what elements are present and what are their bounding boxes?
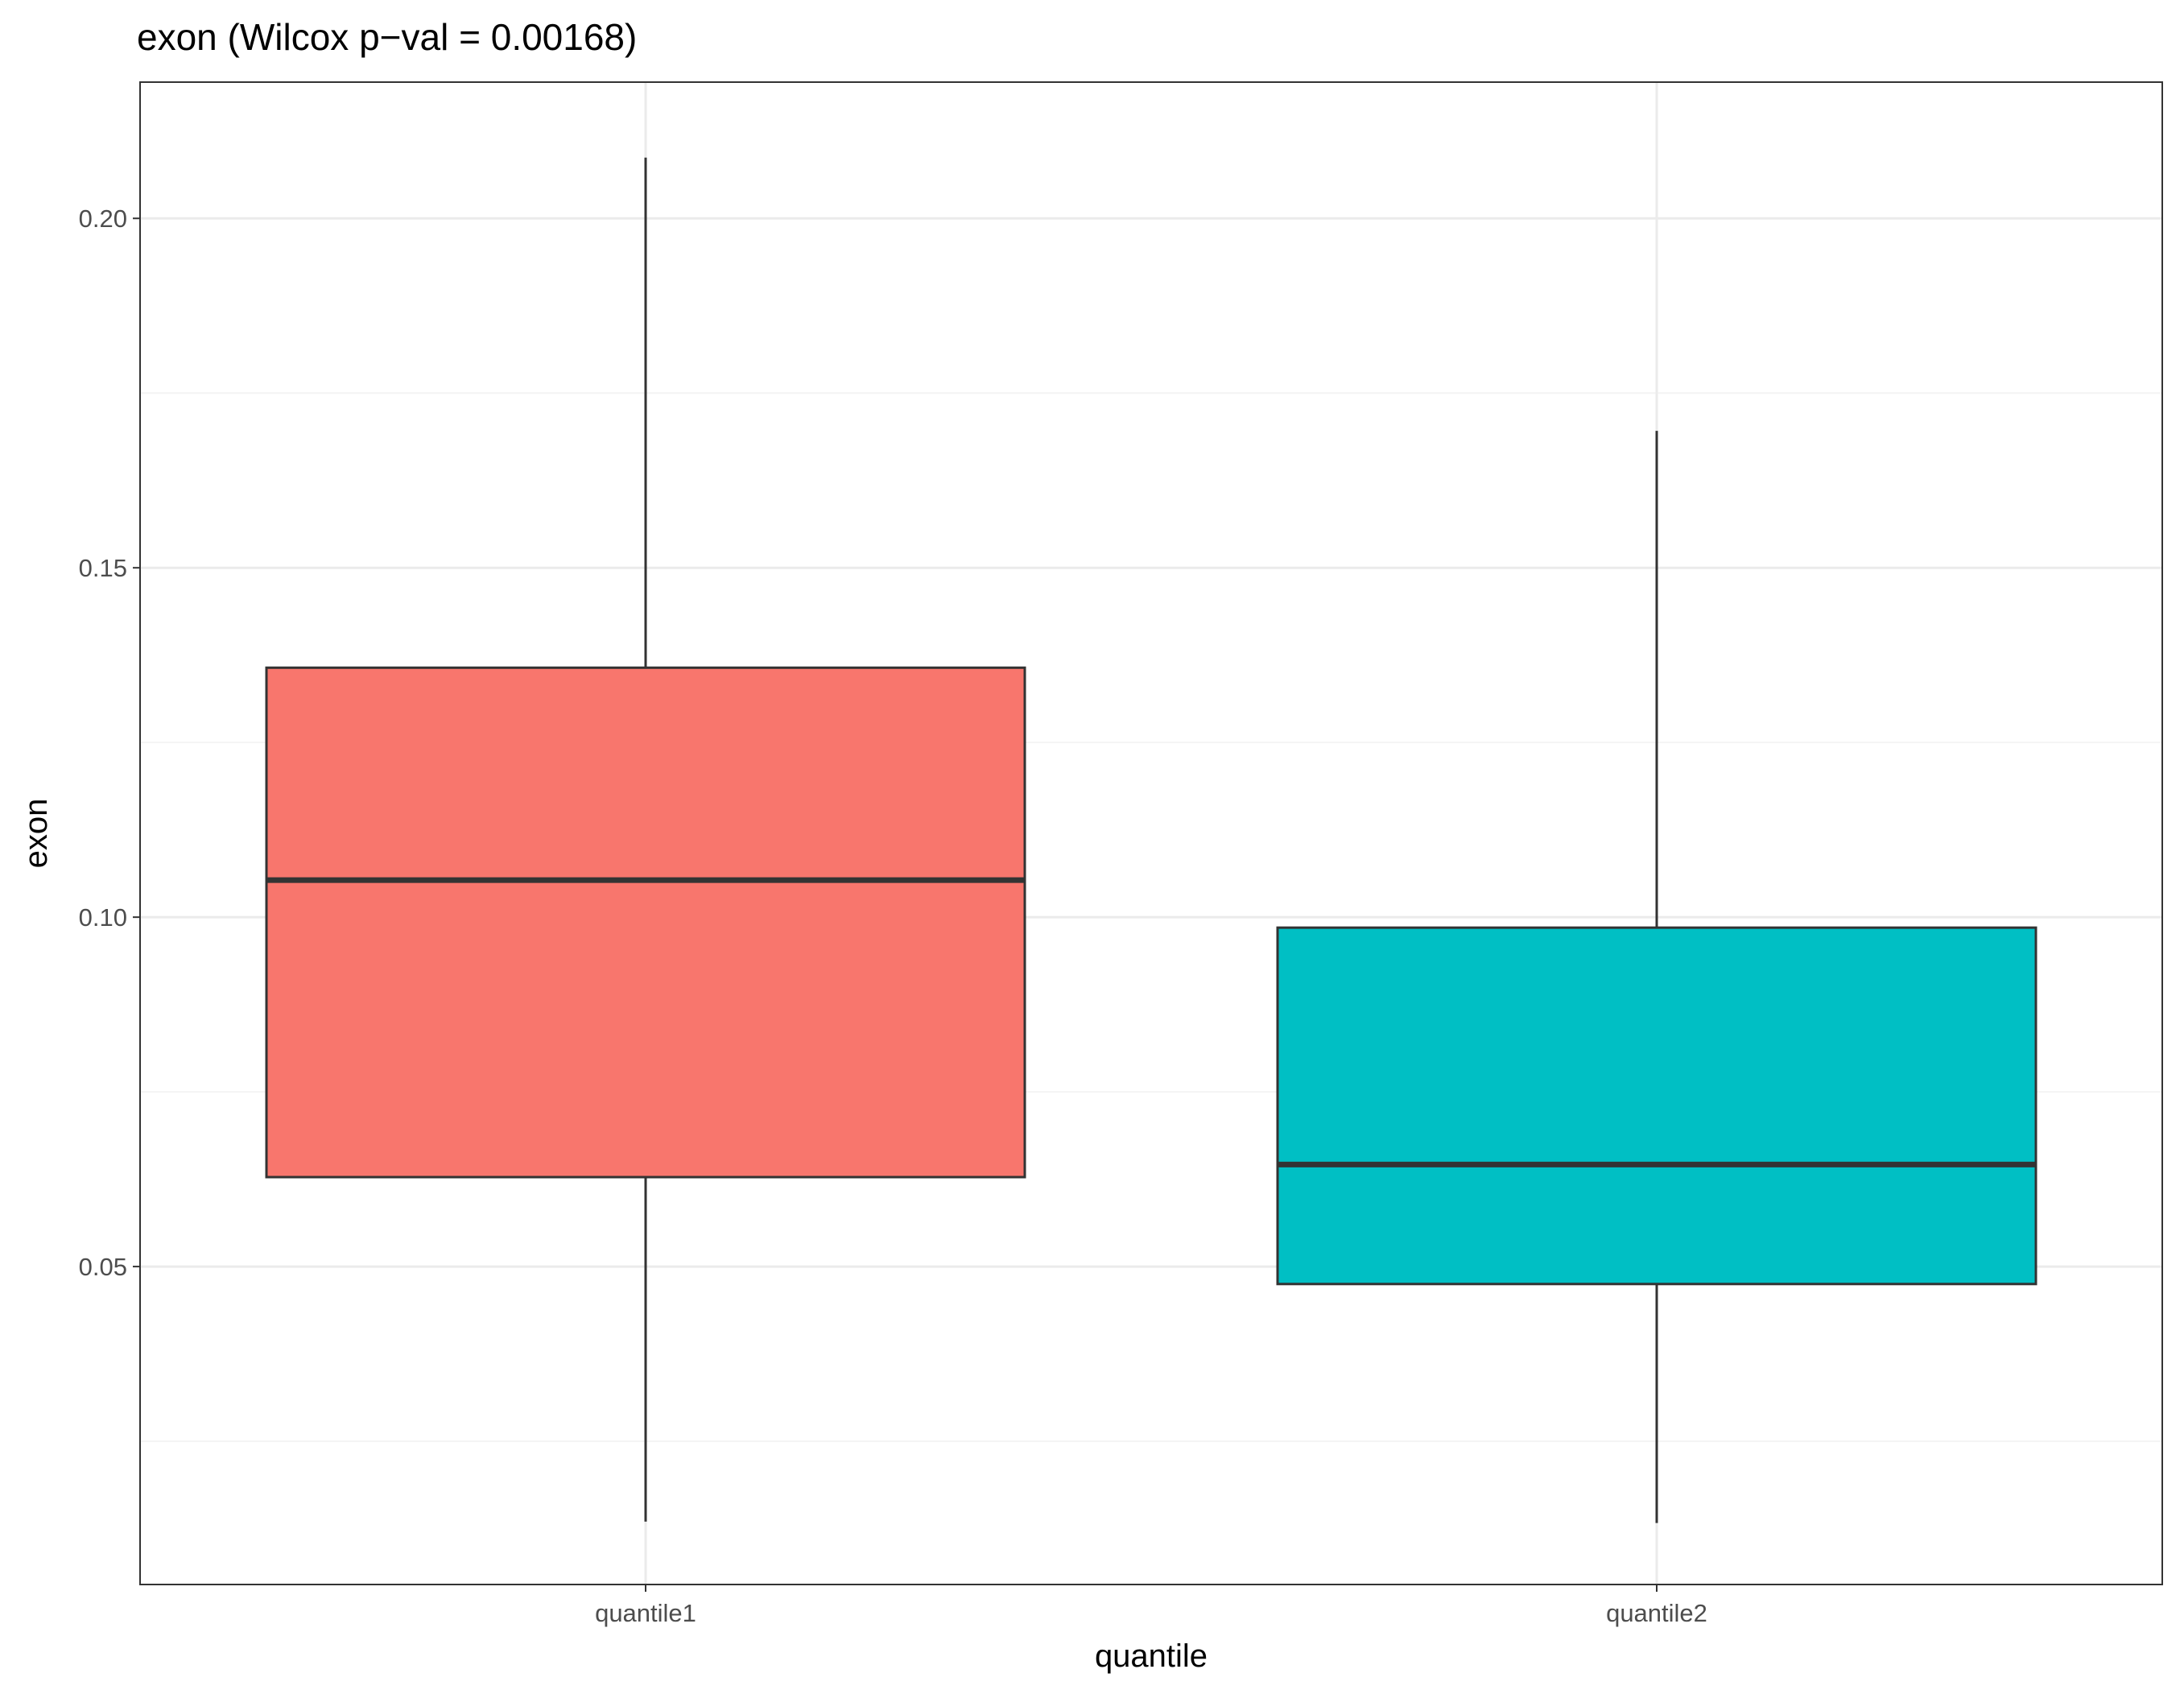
boxes [265,157,2037,1523]
x-tick-label: quantile2 [1606,1599,1707,1627]
panel-border [139,81,2163,1585]
y-axis-title: exon [19,799,54,869]
axis-ticks: 0.05 0.10 0.15 0.20 quantile1 quantile2 [79,205,1707,1627]
chart-title: exon (Wilcox p−val = 0.00168) [137,16,637,58]
y-tick-label: 0.10 [79,903,127,932]
x-tick-label: quantile1 [595,1599,696,1627]
y-tick-label: 0.15 [79,554,127,582]
box-quantile2 [1276,926,2037,1286]
y-tick-label: 0.05 [79,1253,127,1281]
box-quantile1 [265,666,1026,1179]
y-tick-label: 0.20 [79,205,127,233]
x-axis-title: quantile [1095,1638,1208,1674]
